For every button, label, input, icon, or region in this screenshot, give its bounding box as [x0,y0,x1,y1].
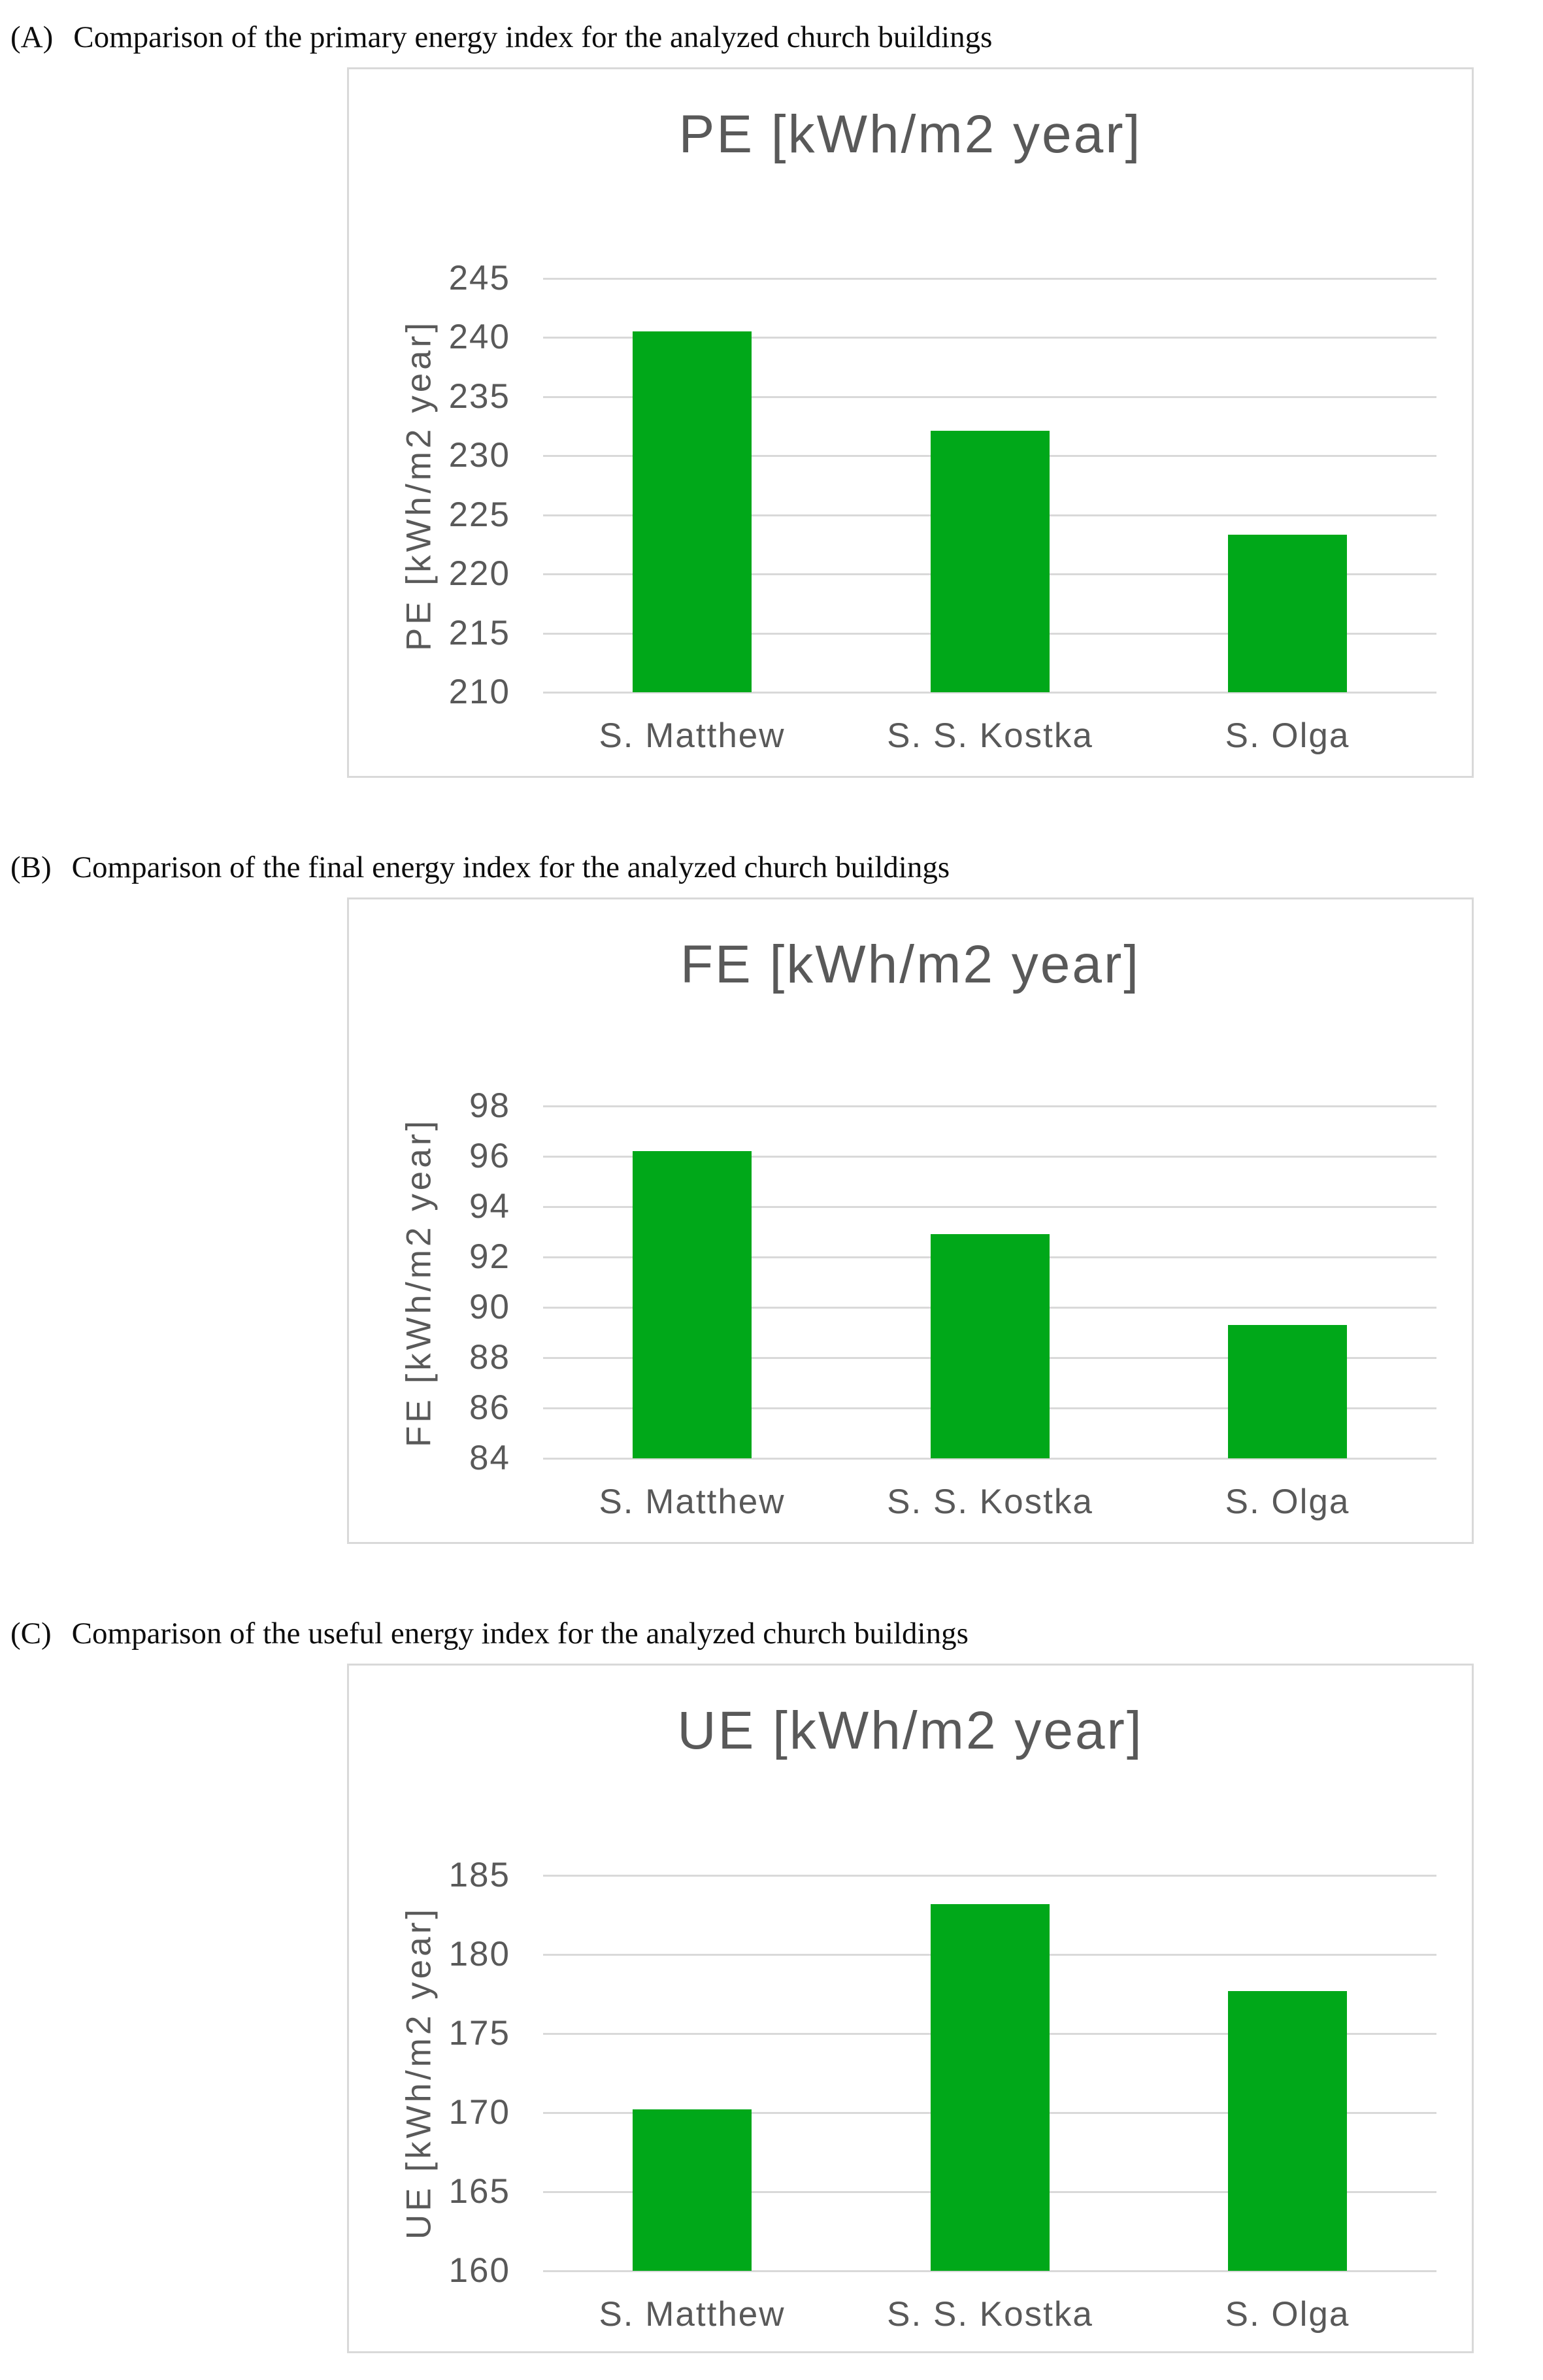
y-tick-label: 88 [469,1338,510,1377]
y-tick-label: 175 [448,2014,510,2053]
caption-text: Comparison of the final energy index for… [71,850,950,884]
gridline [543,396,1436,398]
y-tick-label: 185 [448,1856,510,1894]
category-label-s-matthew: S. Matthew [599,716,786,755]
y-tick-label: 98 [469,1086,510,1125]
category-label-s-olga: S. Olga [1225,716,1350,755]
figure-caption-c: (C) Comparison of the useful energy index… [10,1616,969,1651]
y-tick-label: 94 [469,1187,510,1226]
y-tick-label: 160 [448,2251,510,2290]
y-tick-label: 230 [448,436,510,475]
bar-s-olga [1228,1991,1347,2271]
caption-index-label: (B) [10,850,52,884]
category-label-s-matthew: S. Matthew [599,2295,786,2334]
y-tick-label: 92 [469,1237,510,1276]
chart-title-c: UE [kWh/m2 year] [677,1701,1144,1760]
gridline [543,278,1436,280]
bar-s-matthew [633,331,752,692]
caption-index-label: (A) [10,20,54,54]
y-tick-label: 240 [448,318,510,356]
bar-s-olga [1228,1325,1347,1458]
figure-caption-b: (B) Comparison of the final energy index … [10,850,950,885]
category-label-s-olga: S. Olga [1225,1483,1350,1521]
gridline [543,1156,1436,1158]
chart-title-b: FE [kWh/m2 year] [680,935,1141,994]
bar-s-s-kostka [931,1904,1050,2271]
bar-s-matthew [633,2109,752,2271]
category-label-s-s-kostka: S. S. Kostka [887,716,1093,755]
chart-panel-a: PE [kWh/m2 year] PE [kWh/m2 year] 245 240 23… [347,67,1474,778]
gridline [543,1458,1436,1460]
category-label-s-olga: S. Olga [1225,2295,1350,2334]
y-tick-label: 215 [448,614,510,652]
y-tick-label: 165 [448,2172,510,2211]
caption-text: Comparison of the primary energy index f… [73,20,993,54]
gridline [543,692,1436,694]
figure-caption-a: (A) Comparison of the primary energy inde… [10,20,992,55]
caption-index-label: (C) [10,1617,52,1651]
bar-s-olga [1228,535,1347,692]
bar-s-s-kostka [931,431,1050,692]
y-axis-label-c: UE [kWh/m2 year] [399,1906,439,2240]
y-tick-label: 84 [469,1439,510,1477]
y-tick-label: 86 [469,1388,510,1427]
y-tick-label: 180 [448,1935,510,1973]
y-tick-label: 235 [448,377,510,416]
category-label-s-s-kostka: S. S. Kostka [887,2295,1093,2334]
y-tick-label: 245 [448,259,510,297]
y-tick-label: 225 [448,495,510,534]
y-tick-label: 96 [469,1137,510,1175]
chart-title-a: PE [kWh/m2 year] [678,105,1142,164]
chart-panel-b: FE [kWh/m2 year] FE [kWh/m2 year] 98 96 94 92… [347,897,1474,1544]
bar-s-matthew [633,1151,752,1458]
caption-text: Comparison of the useful energy index fo… [71,1617,969,1651]
gridline [543,1206,1436,1208]
y-tick-label: 220 [448,554,510,593]
y-tick-label: 170 [448,2093,510,2132]
gridline [543,1875,1436,1877]
category-label-s-matthew: S. Matthew [599,1483,786,1521]
bar-s-s-kostka [931,1234,1050,1458]
gridline [543,337,1436,339]
category-label-s-s-kostka: S. S. Kostka [887,1483,1093,1521]
y-tick-label: 90 [469,1288,510,1326]
chart-panel-c: UE [kWh/m2 year] UE [kWh/m2 year] 185 180 17… [347,1664,1474,2353]
gridline [543,1105,1436,1107]
y-tick-label: 210 [448,673,510,711]
gridline [543,2270,1436,2272]
